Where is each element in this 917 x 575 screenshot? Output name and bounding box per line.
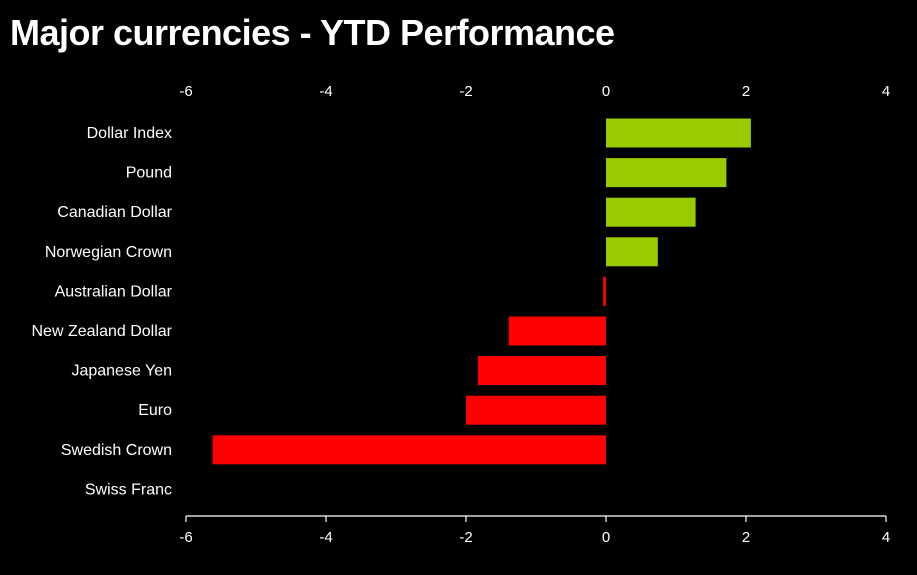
category-label: Euro <box>138 402 172 419</box>
category-label: Canadian Dollar <box>57 204 172 221</box>
bar <box>606 197 696 227</box>
chart-title: Major currencies - YTD Performance <box>10 12 615 53</box>
category-labels: Dollar Index Pound Canadian Dollar Norwegia… <box>31 125 172 498</box>
bar <box>606 237 658 267</box>
bar <box>477 356 606 386</box>
category-label: Swedish Crown <box>61 442 172 459</box>
top-tick-label: 4 <box>882 83 890 100</box>
top-axis-ticks: -6 -4 -2 0 2 4 <box>179 83 890 100</box>
top-tick-label: -2 <box>459 83 472 100</box>
bottom-axis: -6 -4 -2 0 2 4 <box>179 515 890 546</box>
category-label: Swiss Franc <box>85 481 172 498</box>
top-tick-label: 0 <box>602 83 610 100</box>
bottom-tick-label: 0 <box>602 529 610 546</box>
bar <box>603 276 606 306</box>
category-label: Australian Dollar <box>55 283 173 300</box>
top-tick-label: -4 <box>319 83 332 100</box>
bar <box>466 395 606 425</box>
bottom-tick-label: 2 <box>742 529 750 546</box>
category-label: Norwegian Crown <box>45 244 172 261</box>
category-label: Pound <box>126 165 172 182</box>
bar <box>212 435 606 465</box>
bottom-tick-label: -4 <box>319 529 332 546</box>
bottom-tick-label: -6 <box>179 529 192 546</box>
category-label: Dollar Index <box>87 125 172 142</box>
category-label: New Zealand Dollar <box>31 323 172 340</box>
category-label: Japanese Yen <box>71 363 172 380</box>
top-tick-label: 2 <box>742 83 750 100</box>
bottom-tick-label: 4 <box>882 529 890 546</box>
bars <box>212 118 751 465</box>
top-tick-label: -6 <box>179 83 192 100</box>
bottom-tick-label: -2 <box>459 529 472 546</box>
bar <box>606 158 727 188</box>
bar <box>508 316 606 346</box>
bar <box>606 118 751 148</box>
